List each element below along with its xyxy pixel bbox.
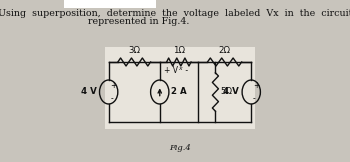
Text: Fig.4: Fig.4 bbox=[169, 144, 191, 152]
Text: +: + bbox=[110, 81, 117, 90]
Text: -: - bbox=[253, 94, 256, 103]
Text: 2Ω: 2Ω bbox=[218, 46, 231, 55]
Text: represented in Fig.4.: represented in Fig.4. bbox=[88, 17, 189, 27]
Text: 5Ω: 5Ω bbox=[221, 87, 233, 97]
Text: 1Ω: 1Ω bbox=[173, 46, 185, 55]
Text: 3Ω: 3Ω bbox=[128, 46, 140, 55]
Bar bbox=[64, 0, 156, 8]
Text: 4 V: 4 V bbox=[223, 87, 239, 97]
FancyBboxPatch shape bbox=[105, 47, 255, 129]
Text: + V: + V bbox=[164, 66, 178, 75]
Text: -: - bbox=[183, 66, 189, 75]
Text: +: + bbox=[253, 81, 259, 90]
Text: -: - bbox=[110, 94, 113, 103]
Text: x: x bbox=[178, 66, 182, 71]
Text: 2 A: 2 A bbox=[171, 87, 187, 97]
Text: Using  superposition,  determine  the  voltage  labeled  Vx  in  the  circuit: Using superposition, determine the volta… bbox=[0, 8, 350, 17]
Text: 4 V: 4 V bbox=[81, 87, 97, 97]
